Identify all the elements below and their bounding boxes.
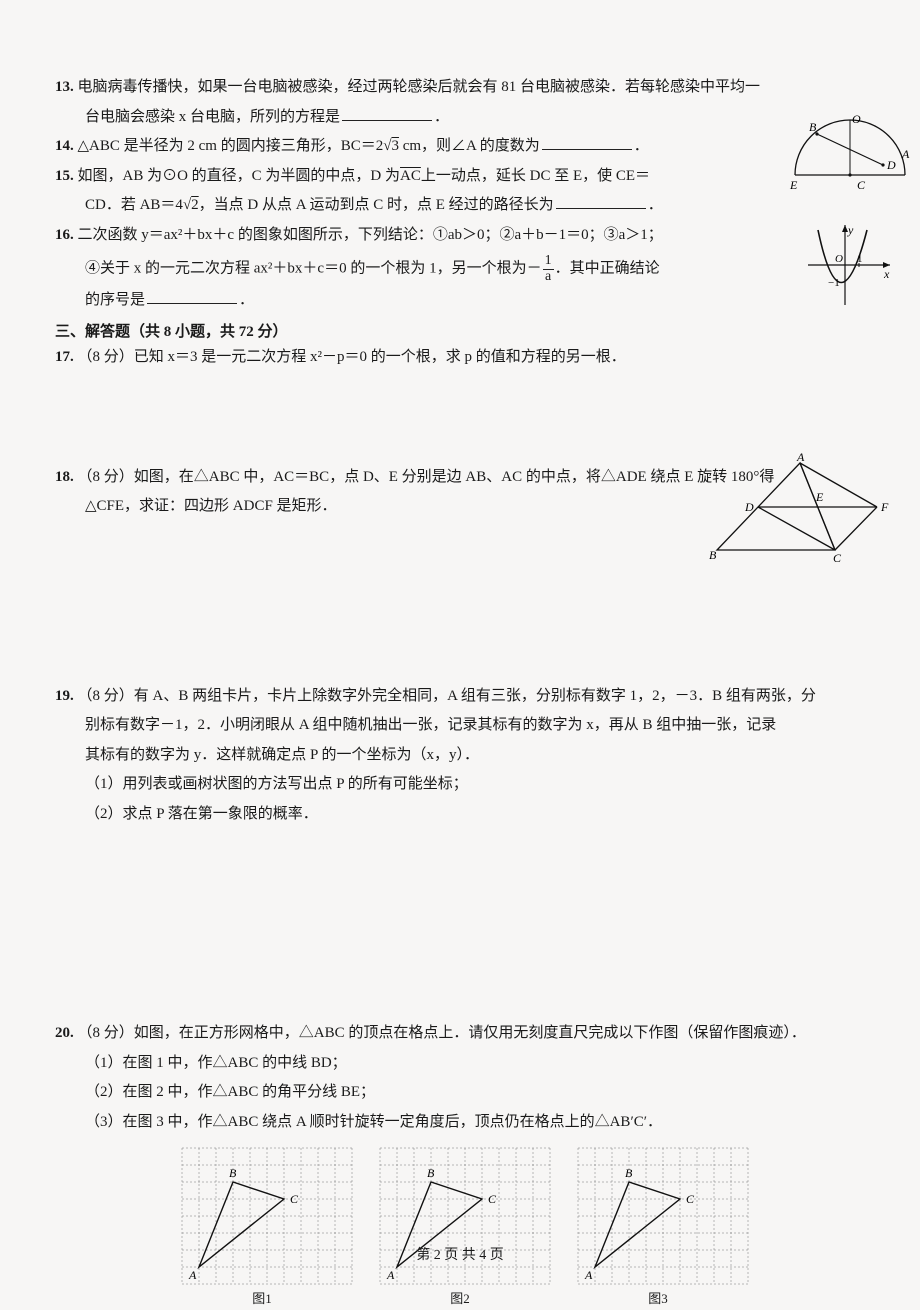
question-19-l2: 别标有数字－1，2．小明闭眼从 A 组中随机抽出一张，记录其标有的数字为 x，再…: [55, 713, 855, 739]
q18-b: △CFE，求证：四边形 ADCF 是矩形．: [85, 498, 337, 514]
q15-p: ．: [648, 197, 663, 213]
svg-text:y: y: [847, 223, 854, 237]
q14-a: △ABC 是半径为 2 cm 的圆内接三角形，BC＝2: [78, 138, 384, 154]
q20-sub2: （2）在图 2 中，作△ABC 的角平分线 BE；: [55, 1080, 865, 1106]
q20-grid-set: A B C 图1 A B C 图2 A B C 图3: [55, 1143, 865, 1310]
svg-text:A: A: [584, 1268, 593, 1282]
svg-text:C: C: [686, 1192, 695, 1206]
svg-text:−1: −1: [828, 277, 840, 289]
svg-text:A: A: [796, 450, 805, 464]
q14-p: ．: [634, 138, 649, 154]
q20-a: （8 分）如图，在正方形网格中，△ABC 的顶点在格点上．请仅用无刻度直尺完成以…: [78, 1025, 806, 1041]
svg-text:C: C: [857, 178, 866, 192]
question-13: 13. 电脑病毒传播快，如果一台电脑被感染，经过两轮感染后就会有 81 台电脑被…: [55, 75, 855, 101]
svg-text:D: D: [744, 500, 754, 514]
q13-num: 13.: [55, 79, 74, 95]
q15-d: ，当点 D 从点 A 运动到点 C 时，点 E 经过的路径长为: [199, 197, 554, 213]
q16-a: 二次函数 y＝ax²＋bx＋c 的图象如图所示，下列结论：①ab＞0；②a＋b－…: [78, 227, 663, 243]
q19-num: 19.: [55, 688, 74, 704]
svg-text:A: A: [386, 1268, 395, 1282]
q13-blank: [342, 106, 432, 121]
q19-sub1: （1）用列表或画树状图的方法写出点 P 的所有可能坐标；: [55, 772, 865, 798]
page-footer: 第 2 页 共 4 页: [0, 1244, 920, 1268]
question-17: 17. （8 分）已知 x＝3 是一元二次方程 x²－p＝0 的一个根，求 p …: [55, 345, 855, 371]
question-16-l3: 的序号是 ．: [55, 288, 695, 314]
svg-text:B: B: [625, 1166, 633, 1180]
svg-text:E: E: [815, 490, 824, 504]
q16-blank: [147, 289, 237, 304]
svg-text:B: B: [809, 120, 817, 134]
question-14: 14. △ABC 是半径为 2 cm 的圆内接三角形，BC＝2√3 cm，则∠A…: [55, 134, 695, 160]
grid-2-box: A B C 图2: [375, 1143, 545, 1310]
q15-blank: [556, 194, 646, 209]
q20-sub3: （3）在图 3 中，作△ABC 绕点 A 顺时针旋转一定角度后，顶点仍在格点上的…: [55, 1110, 865, 1136]
svg-text:B: B: [709, 548, 717, 562]
section-3-heading: 三、解答题（共 8 小题，共 72 分）: [55, 320, 865, 346]
grid-1-caption: 图1: [252, 1291, 272, 1306]
svg-text:O: O: [835, 253, 843, 265]
figure-q18: A D E F B C: [705, 455, 885, 565]
q16-b: ④关于 x 的一元二次方程 ax²＋bx＋c＝0 的一个根为 1，另一个根为－: [85, 261, 542, 277]
q16-frac: 1a: [543, 254, 554, 284]
q16-d: 的序号是: [85, 292, 145, 308]
svg-text:x: x: [883, 267, 890, 281]
svg-text:1: 1: [857, 253, 863, 265]
q19-a: （8 分）有 A、B 两组卡片，卡片上除数字外完全相同，A 组有三张，分别标有数…: [78, 688, 816, 704]
q19-c: 其标有的数字为 y．这样就确定点 P 的一个坐标为（x，y）．: [85, 747, 479, 763]
svg-text:O: O: [852, 112, 861, 126]
figure-q15-semicircle: O B D A E C: [790, 95, 910, 195]
q20-num: 20.: [55, 1025, 74, 1041]
grid-3-box: A B C 图3: [573, 1143, 743, 1310]
q16-num: 16.: [55, 227, 74, 243]
q13-line1: 电脑病毒传播快，如果一台电脑被感染，经过两轮感染后就会有 81 台电脑被感染．若…: [78, 79, 761, 95]
question-16: 16. 二次函数 y＝ax²＋bx＋c 的图象如图所示，下列结论：①ab＞0；②…: [55, 223, 695, 249]
grid-3-caption: 图3: [648, 1291, 668, 1306]
svg-text:C: C: [488, 1192, 497, 1206]
q13-line2: 台电脑会感染 x 台电脑，所列的方程是: [85, 109, 340, 125]
q15-num: 15.: [55, 168, 74, 184]
svg-text:C: C: [833, 551, 842, 565]
q15-c: CD．若 AB＝4: [85, 197, 183, 213]
grid-2-caption: 图2: [450, 1291, 470, 1306]
q20-sub1: （1）在图 1 中，作△ABC 的中线 BD；: [55, 1051, 865, 1077]
q17-text: （8 分）已知 x＝3 是一元二次方程 x²－p＝0 的一个根，求 p 的值和方…: [78, 349, 626, 365]
question-16-l2: ④关于 x 的一元二次方程 ax²＋bx＋c＝0 的一个根为 1，另一个根为－1…: [55, 254, 695, 284]
question-13-cont: 台电脑会感染 x 台电脑，所列的方程是 ．: [55, 105, 695, 131]
question-15: 15. 如图，AB 为⊙O 的直径，C 为半圆的中点，D 为AC上一动点，延长 …: [55, 164, 695, 190]
q19-sub2: （2）求点 P 落在第一象限的概率．: [55, 802, 865, 828]
q15-b: 上一动点，延长 DC 至 E，使 CE＝: [421, 168, 650, 184]
figure-q16-parabola: y O x 1 −1: [800, 220, 895, 310]
arc-AC: AC: [400, 168, 421, 184]
svg-text:F: F: [880, 500, 889, 514]
q18-num: 18.: [55, 469, 74, 485]
q14-blank: [542, 135, 632, 150]
svg-text:B: B: [229, 1166, 237, 1180]
q19-b: 别标有数字－1，2．小明闭眼从 A 组中随机抽出一张，记录其标有的数字为 x，再…: [85, 717, 776, 733]
question-19: 19. （8 分）有 A、B 两组卡片，卡片上除数字外完全相同，A 组有三张，分…: [55, 684, 855, 710]
q17-num: 17.: [55, 349, 74, 365]
svg-text:C: C: [290, 1192, 299, 1206]
question-19-l3: 其标有的数字为 y．这样就确定点 P 的一个坐标为（x，y）．: [55, 743, 855, 769]
q14-num: 14.: [55, 138, 74, 154]
svg-text:E: E: [789, 178, 798, 192]
question-20: 20. （8 分）如图，在正方形网格中，△ABC 的顶点在格点上．请仅用无刻度直…: [55, 1021, 855, 1047]
svg-text:A: A: [188, 1268, 197, 1282]
question-18-cont: △CFE，求证：四边形 ADCF 是矩形．: [55, 494, 695, 520]
grid-1-box: A B C 图1: [177, 1143, 347, 1310]
q13-period: ．: [434, 109, 449, 125]
q16-p: ．: [239, 292, 254, 308]
q16-c: ．其中正确结论: [555, 261, 660, 277]
q18-a: （8 分）如图，在△ABC 中，AC＝BC，点 D、E 分别是边 AB、AC 的…: [78, 469, 775, 485]
q14-b: cm，则∠A 的度数为: [399, 138, 540, 154]
question-15-cont: CD．若 AB＝4√2，当点 D 从点 A 运动到点 C 时，点 E 经过的路径…: [55, 193, 695, 219]
q15-a: 如图，AB 为⊙O 的直径，C 为半圆的中点，D 为: [78, 168, 401, 184]
svg-text:B: B: [427, 1166, 435, 1180]
svg-text:A: A: [901, 147, 910, 161]
svg-text:D: D: [886, 158, 896, 172]
